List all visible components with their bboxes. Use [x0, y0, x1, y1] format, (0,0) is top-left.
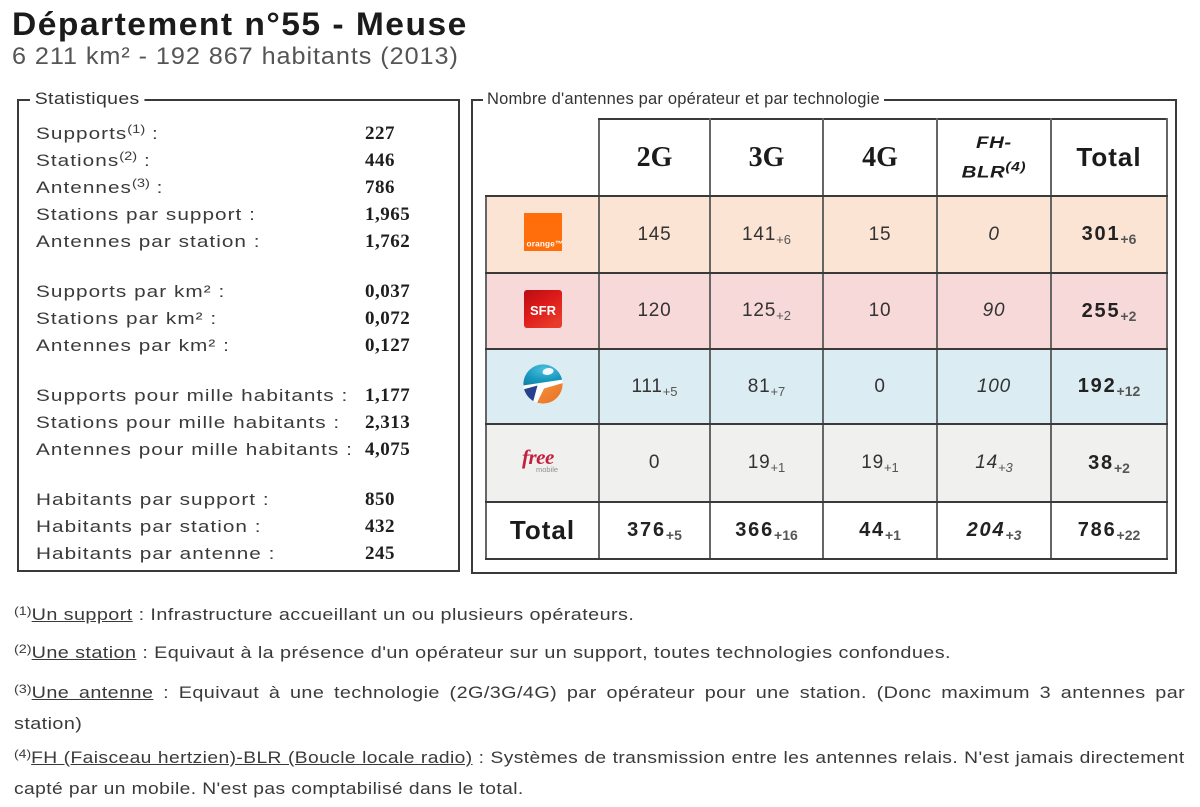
- svg-text:SFR: SFR: [530, 303, 557, 318]
- svg-text:mobile: mobile: [536, 465, 558, 474]
- svg-text:free: free: [522, 447, 554, 469]
- svg-text:orange™: orange™: [526, 240, 562, 249]
